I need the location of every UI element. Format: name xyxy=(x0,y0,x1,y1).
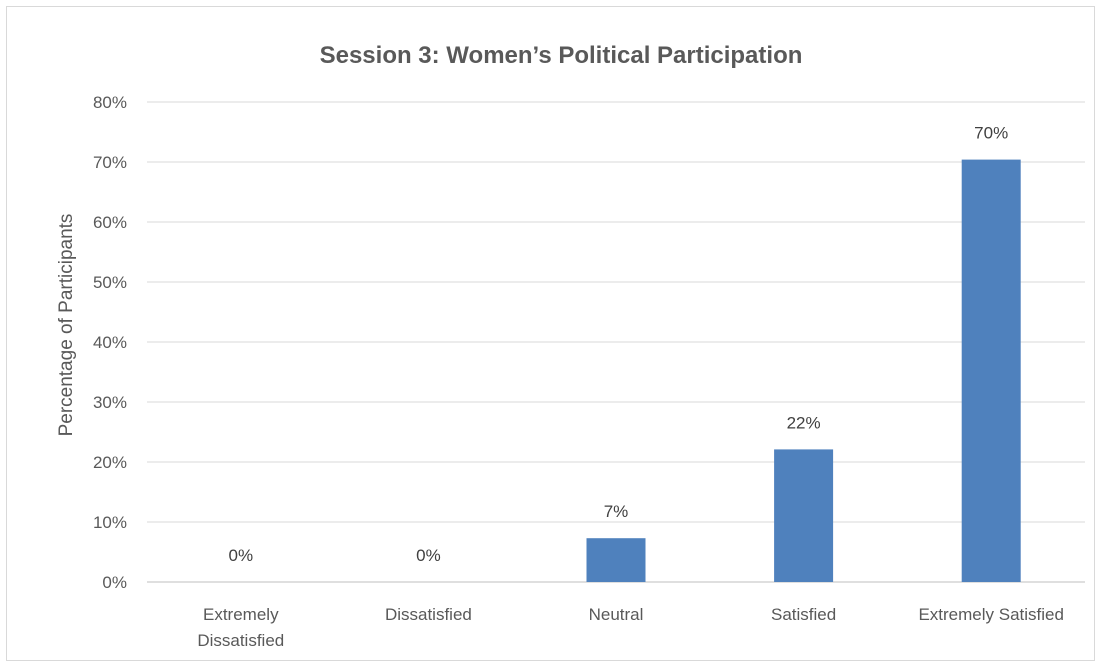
data-label: 0% xyxy=(229,546,254,565)
chart-title: Session 3: Women’s Political Participati… xyxy=(320,42,803,69)
x-axis-ticks: Extremely Dissatisfied Dissatisfied Neutral… xyxy=(197,605,1064,650)
y-tick-label: 20% xyxy=(93,453,127,472)
y-tick-label: 10% xyxy=(93,513,127,532)
bar xyxy=(961,159,1021,582)
data-label: 0% xyxy=(416,546,441,565)
y-tick-label: 40% xyxy=(93,333,127,352)
data-label: 7% xyxy=(604,502,629,521)
x-tick-label: Extremely xyxy=(203,605,279,624)
bar xyxy=(774,449,834,582)
x-tick-label: Extremely Satisfied xyxy=(918,605,1064,624)
x-tick-label: Dissatisfied xyxy=(385,605,472,624)
y-tick-label: 50% xyxy=(93,273,127,292)
y-tick-label: 70% xyxy=(93,153,127,172)
y-axis-title: Percentage of Participants xyxy=(56,214,77,437)
gridlines xyxy=(147,101,1085,583)
bar xyxy=(586,538,646,582)
data-label: 70% xyxy=(974,124,1008,143)
data-labels: 0% 0% 7% 22% 70% xyxy=(229,124,1009,565)
chart-area: Session 3: Women’s Political Participati… xyxy=(6,6,1095,661)
x-tick-label: Satisfied xyxy=(771,605,836,624)
x-tick-label: Neutral xyxy=(589,605,644,624)
y-tick-label: 60% xyxy=(93,213,127,232)
data-label: 22% xyxy=(787,413,821,432)
y-tick-label: 30% xyxy=(93,393,127,412)
y-axis-ticks: 0% 10% 20% 30% 40% 50% 60% 70% 80% xyxy=(93,93,127,592)
y-tick-label: 0% xyxy=(102,573,127,592)
x-tick-label: Dissatisfied xyxy=(197,631,284,650)
bar-chart: Session 3: Women’s Political Participati… xyxy=(56,42,1085,650)
y-tick-label: 80% xyxy=(93,93,127,112)
bars xyxy=(586,159,1021,582)
